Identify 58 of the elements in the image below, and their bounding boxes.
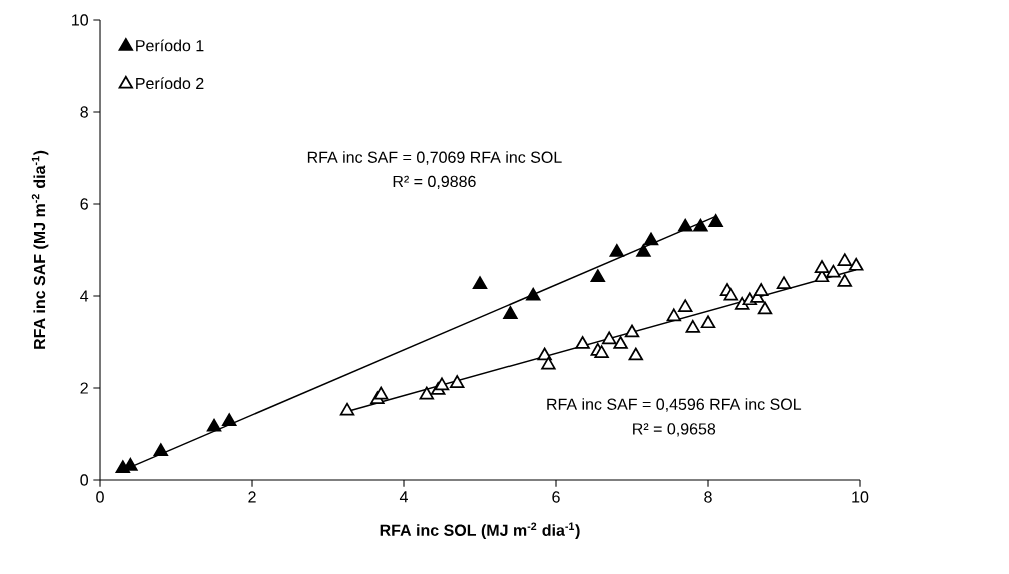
point xyxy=(677,218,693,232)
annotation: R² = 0,9886 xyxy=(393,175,476,189)
x-tick-label: 0 xyxy=(96,491,104,503)
point xyxy=(434,377,450,391)
y-tick-label: 2 xyxy=(80,382,88,394)
point xyxy=(594,345,609,359)
annotation: RFA inc SAF = 0,7069 RFA inc SOL xyxy=(307,151,562,165)
point xyxy=(666,308,682,322)
point xyxy=(700,315,716,329)
annotation: RFA inc SAF = 0,4596 RFA inc SOL xyxy=(547,398,802,412)
point xyxy=(503,306,518,319)
point xyxy=(826,264,841,278)
point xyxy=(419,386,435,400)
point xyxy=(541,356,556,370)
annotation: R² = 0,9658 xyxy=(633,423,716,437)
point xyxy=(153,443,169,456)
point xyxy=(373,386,389,400)
point xyxy=(685,319,701,333)
point xyxy=(757,301,773,315)
point xyxy=(814,260,830,273)
point xyxy=(708,214,723,227)
point xyxy=(693,218,708,232)
point xyxy=(339,402,355,416)
point xyxy=(609,244,625,257)
point xyxy=(624,324,640,338)
point xyxy=(837,273,853,287)
point xyxy=(837,253,853,267)
legend-label: Período 1 xyxy=(136,39,204,52)
point xyxy=(590,269,606,283)
x-tick-label: 2 xyxy=(248,491,256,503)
point xyxy=(525,287,541,301)
point xyxy=(636,244,651,257)
y-tick-label: 0 xyxy=(80,474,89,486)
point xyxy=(848,257,864,271)
x-tick-label: 4 xyxy=(399,491,408,503)
y-tick-label: 4 xyxy=(80,290,89,302)
point xyxy=(221,413,237,427)
point xyxy=(613,336,628,349)
y-axis-title: RFA inc SAF (MJ m$^{-2}$ dia$^{-1}$) xyxy=(31,150,49,349)
x-axis-title: RFA inc SOL (MJ m$^{-2}$ dia$^{-1}$) xyxy=(380,522,580,540)
point xyxy=(601,331,617,345)
point xyxy=(628,347,644,361)
point xyxy=(677,299,693,313)
point xyxy=(723,287,739,301)
point xyxy=(753,283,769,296)
legend-label: Período 2 xyxy=(136,77,204,90)
y-tick-label: 10 xyxy=(72,14,89,26)
point xyxy=(776,276,792,290)
point xyxy=(575,336,590,349)
point xyxy=(472,276,488,290)
point xyxy=(449,375,465,388)
point xyxy=(206,418,222,432)
y-tick-label: 6 xyxy=(80,198,88,210)
point xyxy=(643,232,659,246)
x-tick-label: 8 xyxy=(704,491,712,503)
y-tick-label: 8 xyxy=(80,106,88,118)
x-tick-label: 6 xyxy=(552,491,560,503)
x-tick-label: 10 xyxy=(852,491,869,503)
